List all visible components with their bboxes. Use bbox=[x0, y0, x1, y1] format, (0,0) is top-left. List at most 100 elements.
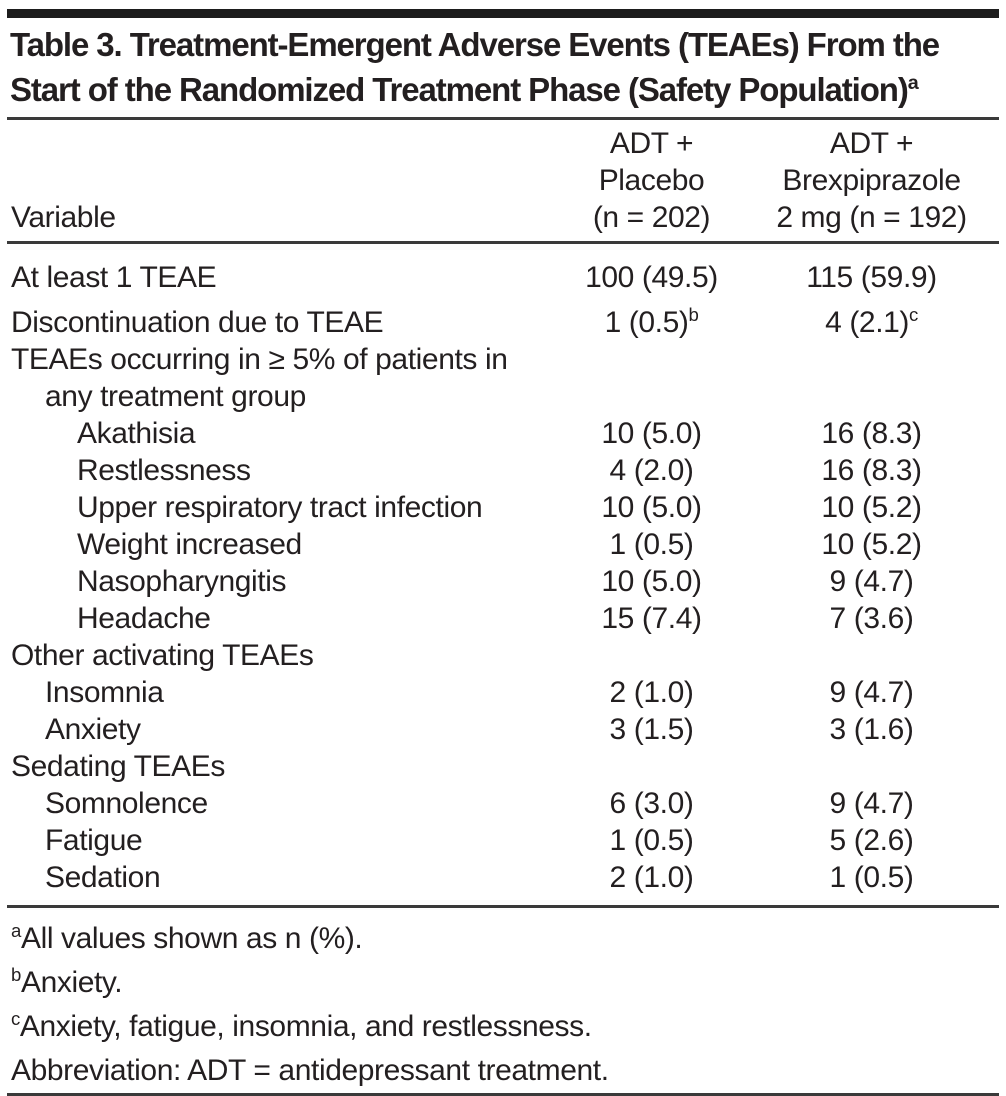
footnote-c: cAnxiety, fatigue, insomnia, and restles… bbox=[7, 1001, 999, 1045]
table-row: Sedating TEAEs bbox=[7, 748, 999, 785]
brexpiprazole-value-text: 10 (5.2) bbox=[821, 491, 922, 524]
footnote-a-marker: a bbox=[11, 920, 21, 941]
footnote-b-text: Anxiety. bbox=[20, 966, 123, 999]
placebo-value-text: 1 (0.5) bbox=[609, 528, 694, 561]
row-label: Weight increased bbox=[77, 528, 302, 561]
brexpiprazole-value-text: 9 (4.7) bbox=[829, 565, 914, 598]
placebo-value-text: 6 (3.0) bbox=[609, 787, 694, 820]
placebo-value: 6 (3.0) bbox=[559, 785, 744, 822]
table-row: Restlessness 4 (2.0) 16 (8.3) bbox=[7, 452, 999, 489]
footnote-c-marker: c bbox=[11, 1008, 20, 1029]
brexpiprazole-value: 9 (4.7) bbox=[744, 785, 999, 822]
footnotes-block: aAll values shown as n (%). bAnxiety. cA… bbox=[7, 908, 999, 1093]
table-row: Somnolence 6 (3.0) 9 (4.7) bbox=[7, 785, 999, 822]
table-row: Other activating TEAEs bbox=[7, 637, 999, 674]
brexpiprazole-value: 3 (1.6) bbox=[744, 711, 999, 748]
column-header-variable-label: Variable bbox=[11, 201, 116, 234]
row-label: Headache bbox=[77, 602, 211, 635]
brexpiprazole-value: 1 (0.5) bbox=[744, 859, 999, 896]
brexpiprazole-value-text: 9 (4.7) bbox=[829, 787, 914, 820]
placebo-value-text: 10 (5.0) bbox=[601, 565, 702, 598]
brexpiprazole-value: 4 (2.1)c bbox=[744, 296, 999, 341]
brexpiprazole-value-text: 16 (8.3) bbox=[821, 454, 922, 487]
brexpiprazole-value: 9 (4.7) bbox=[744, 674, 999, 711]
brexpiprazole-value-text: 7 (3.6) bbox=[829, 602, 914, 635]
footnote-b-marker: b bbox=[11, 964, 21, 985]
placebo-value: 1 (0.5) bbox=[559, 822, 744, 859]
brexpiprazole-value: 7 (3.6) bbox=[744, 600, 999, 637]
brexpiprazole-value: 5 (2.6) bbox=[744, 822, 999, 859]
placebo-value: 10 (5.0) bbox=[559, 563, 744, 600]
placebo-value: 2 (1.0) bbox=[559, 859, 744, 896]
row-label: TEAEs occurring in ≥ 5% of patients in a… bbox=[11, 343, 508, 413]
brexpiprazole-value-text: 5 (2.6) bbox=[829, 824, 914, 857]
row-label: Restlessness bbox=[77, 454, 251, 487]
row-label: Fatigue bbox=[45, 824, 143, 857]
row-label: Somnolence bbox=[45, 787, 208, 820]
table-row: TEAEs occurring in ≥ 5% of patients in a… bbox=[7, 341, 999, 415]
row-label: Sedating TEAEs bbox=[11, 750, 225, 783]
table-row: Fatigue 1 (0.5) 5 (2.6) bbox=[7, 822, 999, 859]
placebo-value: 10 (5.0) bbox=[559, 415, 744, 452]
rule-under-body bbox=[7, 905, 999, 908]
table-row: At least 1 TEAE 100 (49.5) 115 (59.9) bbox=[7, 251, 999, 296]
brexpiprazole-value-text: 9 (4.7) bbox=[829, 676, 914, 709]
row-label: Insomnia bbox=[45, 676, 164, 709]
placebo-value-text: 100 (49.5) bbox=[585, 261, 718, 294]
brexpiprazole-value-text: 115 (59.9) bbox=[806, 261, 937, 294]
placebo-value-text: 1 (0.5) bbox=[609, 824, 694, 857]
placebo-value: 1 (0.5)b bbox=[559, 296, 744, 341]
brexpiprazole-value: 16 (8.3) bbox=[744, 415, 999, 452]
table-row: Weight increased 1 (0.5) 10 (5.2) bbox=[7, 526, 999, 563]
placebo-value-text: 2 (1.0) bbox=[609, 861, 694, 894]
placebo-value-text: 1 (0.5) bbox=[604, 306, 689, 339]
row-label: Other activating TEAEs bbox=[11, 639, 314, 672]
row-label: Discontinuation due to TEAE bbox=[11, 306, 384, 339]
column-header-variable: Variable bbox=[7, 199, 559, 236]
placebo-value: 100 (49.5) bbox=[559, 251, 744, 296]
table-title-text: Table 3. Treatment-Emergent Adverse Even… bbox=[10, 26, 940, 108]
rule-under-title bbox=[7, 117, 999, 120]
placebo-value: 1 (0.5) bbox=[559, 526, 744, 563]
brexpiprazole-value: 115 (59.9) bbox=[744, 251, 999, 296]
row-label: At least 1 TEAE bbox=[11, 261, 217, 294]
table-row: Akathisia 10 (5.0) 16 (8.3) bbox=[7, 415, 999, 452]
placebo-value: 10 (5.0) bbox=[559, 489, 744, 526]
placebo-value: 4 (2.0) bbox=[559, 452, 744, 489]
footnote-abbreviation: Abbreviation: ADT = antidepressant treat… bbox=[7, 1045, 999, 1089]
brexpiprazole-value-text: 1 (0.5) bbox=[829, 861, 914, 894]
placebo-value-text: 15 (7.4) bbox=[601, 602, 702, 635]
adt-brexpiprazole-header-line3: 2 mg (n = 192) bbox=[776, 201, 967, 234]
adt-brexpiprazole-header-line1: ADT + bbox=[829, 127, 914, 160]
placebo-value-text: 3 (1.5) bbox=[609, 713, 694, 746]
footnote-abbreviation-text: Abbreviation: ADT = antidepressant treat… bbox=[11, 1054, 609, 1087]
placebo-value: 15 (7.4) bbox=[559, 600, 744, 637]
table-header-row: Variable ADT + Placebo (n = 202) ADT + B… bbox=[7, 120, 999, 241]
row-label: Akathisia bbox=[77, 417, 196, 450]
rule-under-header bbox=[7, 241, 999, 244]
column-header-adt-placebo: ADT + Placebo (n = 202) bbox=[559, 125, 744, 236]
row-label: Upper respiratory tract infection bbox=[77, 491, 483, 524]
placebo-value-sup: b bbox=[688, 304, 699, 325]
table-title: Table 3. Treatment-Emergent Adverse Even… bbox=[7, 20, 999, 117]
table-row: Anxiety 3 (1.5) 3 (1.6) bbox=[7, 711, 999, 748]
table-row: Headache 15 (7.4) 7 (3.6) bbox=[7, 600, 999, 637]
adt-placebo-header-line2: (n = 202) bbox=[592, 201, 711, 234]
table-body: At least 1 TEAE 100 (49.5) 115 (59.9) Di… bbox=[7, 244, 999, 905]
placebo-value-text: 10 (5.0) bbox=[601, 417, 702, 450]
placebo-value-text: 10 (5.0) bbox=[601, 491, 702, 524]
placebo-value: 3 (1.5) bbox=[559, 711, 744, 748]
placebo-value-text: 4 (2.0) bbox=[609, 454, 694, 487]
brexpiprazole-value-sup: c bbox=[909, 304, 918, 325]
brexpiprazole-value-text: 10 (5.2) bbox=[821, 528, 922, 561]
row-label: Nasopharyngitis bbox=[77, 565, 287, 598]
footnote-c-text: Anxiety, fatigue, insomnia, and restless… bbox=[19, 1010, 592, 1043]
footnote-a-text: All values shown as n (%). bbox=[20, 922, 363, 955]
brexpiprazole-value-text: 3 (1.6) bbox=[829, 713, 914, 746]
top-heavy-rule bbox=[7, 9, 999, 18]
title-superscript: a bbox=[907, 72, 919, 94]
table-row: Discontinuation due to TEAE 1 (0.5)b 4 (… bbox=[7, 296, 999, 341]
table-row: Upper respiratory tract infection 10 (5.… bbox=[7, 489, 999, 526]
brexpiprazole-value-text: 16 (8.3) bbox=[821, 417, 922, 450]
